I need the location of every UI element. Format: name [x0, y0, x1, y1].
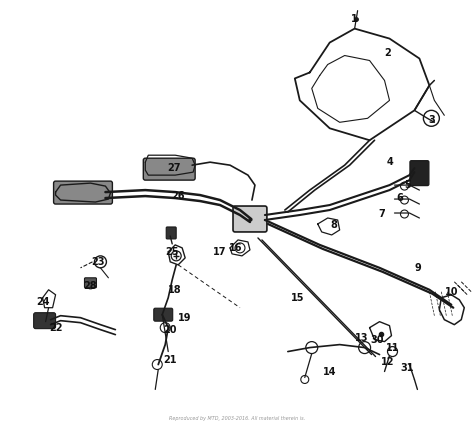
Text: 5: 5: [404, 180, 411, 190]
Text: 18: 18: [168, 285, 182, 295]
Text: 8: 8: [330, 220, 337, 230]
FancyBboxPatch shape: [166, 227, 176, 239]
Text: 16: 16: [229, 243, 243, 253]
Text: 13: 13: [355, 332, 368, 342]
Text: 4: 4: [386, 157, 393, 167]
Text: 15: 15: [291, 293, 305, 303]
Text: 26: 26: [172, 191, 185, 201]
FancyBboxPatch shape: [143, 158, 195, 180]
Text: 21: 21: [164, 355, 177, 365]
Text: 3: 3: [428, 115, 435, 125]
Text: 6: 6: [396, 193, 403, 203]
Text: Reproduced by MTD, 2003-2016. All material therein is.: Reproduced by MTD, 2003-2016. All materi…: [169, 416, 305, 421]
Text: 17: 17: [213, 247, 227, 257]
Text: 9: 9: [414, 263, 421, 273]
FancyBboxPatch shape: [54, 181, 112, 204]
Text: 28: 28: [83, 281, 97, 291]
Text: 11: 11: [386, 342, 399, 352]
FancyBboxPatch shape: [154, 308, 173, 321]
FancyBboxPatch shape: [34, 312, 55, 329]
Text: 31: 31: [401, 362, 414, 372]
Text: 25: 25: [165, 247, 179, 257]
Text: 20: 20: [164, 325, 177, 335]
FancyBboxPatch shape: [410, 161, 429, 186]
Text: 12: 12: [381, 357, 394, 367]
Text: 24: 24: [36, 297, 49, 307]
Text: 1: 1: [351, 13, 358, 23]
Text: 10: 10: [445, 287, 458, 297]
FancyBboxPatch shape: [84, 278, 96, 288]
Text: 14: 14: [323, 366, 337, 377]
Text: 19: 19: [178, 312, 192, 322]
Text: 22: 22: [49, 322, 63, 332]
FancyBboxPatch shape: [233, 206, 267, 232]
Text: 27: 27: [167, 163, 181, 173]
Text: 7: 7: [378, 209, 385, 219]
Text: 23: 23: [91, 257, 105, 267]
Text: 2: 2: [384, 48, 391, 58]
Text: 30: 30: [371, 335, 384, 345]
